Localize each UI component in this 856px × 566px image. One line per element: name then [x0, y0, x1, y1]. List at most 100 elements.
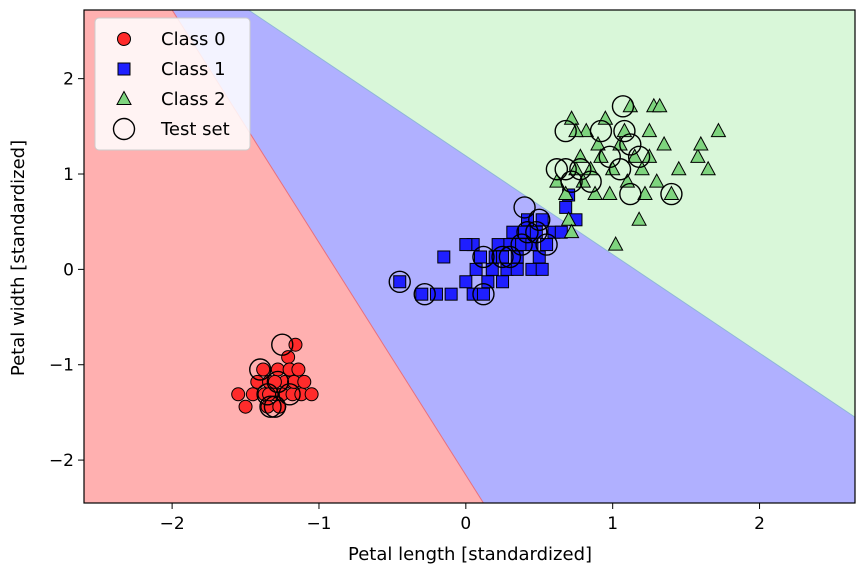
- test-set-point: [535, 233, 558, 256]
- class-1-point: [474, 250, 488, 264]
- class-1-point: [535, 213, 549, 227]
- class-1-point: [415, 287, 429, 301]
- class-2-point: [690, 148, 706, 163]
- class-2-point: [641, 122, 658, 138]
- test-set-point: [560, 170, 583, 193]
- y-axis-label: Petal width [standardized]: [8, 140, 29, 376]
- class-2-point: [670, 160, 687, 176]
- legend-marker-class-1: [117, 62, 131, 76]
- legend: Class 0 Class 1 Class 2 Test set: [94, 17, 251, 151]
- legend-marker-class-0: [117, 32, 131, 46]
- class-2-point: [651, 97, 668, 113]
- test-set-point: [528, 208, 551, 231]
- class-1-point: [393, 275, 407, 289]
- class-0-point: [288, 337, 303, 352]
- plot-frame: [83, 9, 856, 504]
- decision-boundary: [248, 10, 855, 418]
- test-set-point: [660, 182, 683, 206]
- class-2-point: [700, 160, 716, 176]
- test-set-point: [510, 233, 533, 256]
- class-1-point: [496, 275, 510, 289]
- class-0-point: [238, 399, 253, 414]
- test-set-point: [589, 119, 613, 143]
- class-0-point: [270, 362, 285, 377]
- class-2-point: [634, 160, 650, 176]
- test-set-point: [278, 383, 301, 406]
- test-set-point: [627, 145, 651, 169]
- class-0-point: [260, 399, 275, 414]
- class-1-point: [481, 275, 495, 289]
- class-1-point: [540, 238, 554, 252]
- class-2-point: [710, 122, 727, 138]
- test-set-point: [249, 358, 272, 381]
- class-1-point: [459, 238, 473, 252]
- legend-marker-test-set: [112, 117, 136, 141]
- test-set-point: [611, 95, 635, 118]
- test-set-point: [554, 158, 577, 181]
- legend-label-class-2: Class 2: [161, 89, 226, 110]
- legend-label-class-1: Class 1: [161, 59, 226, 80]
- test-set-point: [413, 282, 436, 306]
- y-tick-label: −1: [49, 356, 74, 376]
- legend-marker-class-2: [116, 90, 132, 105]
- legend-box: [94, 17, 251, 151]
- class-1-point: [444, 287, 458, 301]
- class-2-point: [601, 185, 618, 201]
- class-1-point: [559, 200, 573, 214]
- y-axis: −2 −1 0 1 2: [49, 70, 84, 471]
- data-points: [231, 95, 727, 418]
- x-tick-label: 0: [460, 514, 471, 534]
- class-1-point: [535, 262, 549, 276]
- class-2-point: [648, 173, 665, 188]
- y-tick-label: 2: [63, 70, 74, 90]
- class-2-point: [563, 223, 580, 239]
- class-2-point: [549, 173, 565, 188]
- class-0-point: [297, 374, 312, 389]
- test-set-point: [513, 196, 536, 219]
- y-tick-label: 1: [63, 165, 74, 185]
- test-set-point: [472, 245, 495, 269]
- class-2-point: [590, 135, 606, 151]
- test-set-point: [619, 182, 642, 206]
- legend-label-class-0: Class 0: [161, 29, 226, 50]
- test-set-point: [608, 158, 632, 181]
- y-tick-label: 0: [63, 260, 74, 280]
- class-2-point: [557, 185, 574, 201]
- test-set-point: [579, 170, 602, 193]
- class-0-point: [291, 362, 306, 377]
- test-set-point: [388, 270, 411, 293]
- class-0-point: [256, 362, 271, 377]
- class-1-point: [459, 275, 473, 289]
- test-set-point: [516, 220, 539, 244]
- test-set-point: [619, 133, 642, 156]
- x-tick-label: 2: [754, 514, 765, 534]
- test-set-point: [491, 245, 514, 269]
- class-0-point: [231, 387, 246, 402]
- class-2-point: [692, 135, 709, 151]
- x-tick-label: 1: [607, 514, 618, 534]
- class-2-point: [587, 185, 603, 201]
- test-set-point: [545, 158, 569, 181]
- x-tick-label: −2: [160, 514, 185, 534]
- class-1-point: [429, 287, 443, 301]
- test-set-point: [266, 370, 290, 394]
- class-1-point: [437, 250, 451, 264]
- test-set-point: [613, 119, 636, 143]
- class-2-point: [560, 211, 577, 226]
- test-set-point: [263, 395, 287, 418]
- test-set-point: [271, 333, 294, 356]
- class-2-point: [616, 122, 633, 138]
- class-2-point: [637, 185, 653, 201]
- class-2-point: [626, 148, 643, 163]
- test-set-point: [259, 395, 282, 418]
- x-tick-label: −1: [306, 514, 331, 534]
- class-2-point: [607, 236, 624, 251]
- x-axis: −2 −1 0 1 2: [160, 503, 765, 534]
- x-axis-label: Petal length [standardized]: [348, 544, 592, 565]
- class-2-point: [656, 135, 672, 151]
- test-set-point: [472, 282, 495, 306]
- class-0-point: [304, 387, 319, 402]
- class-1-point: [476, 287, 490, 301]
- class-1-point: [496, 250, 510, 264]
